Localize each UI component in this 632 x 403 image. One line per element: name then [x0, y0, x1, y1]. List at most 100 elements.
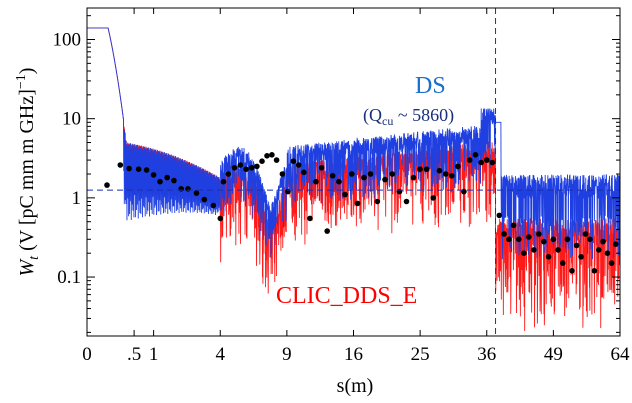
marker-point [264, 153, 270, 159]
marker-point [550, 236, 557, 243]
marker-point [578, 253, 584, 260]
marker-point [349, 171, 355, 177]
marker-points [104, 152, 619, 274]
marker-point [591, 268, 598, 274]
marker-point [193, 190, 200, 196]
y-tick-label: 0.1 [57, 267, 81, 288]
marker-point [243, 166, 249, 172]
marker-point [545, 253, 552, 260]
marker-point [313, 178, 319, 185]
marker-point [541, 238, 547, 245]
x-tick-label: 1 [149, 344, 159, 365]
marker-point [210, 202, 217, 209]
marker-point [269, 152, 275, 158]
y-tick-label: 100 [53, 30, 82, 51]
marker-point [117, 162, 124, 168]
marker-point [410, 174, 417, 181]
marker-point [531, 247, 537, 253]
x-tick-label: 9 [282, 344, 292, 365]
series-label-ds: DS [415, 73, 446, 99]
marker-point [455, 163, 461, 170]
marker-point [501, 231, 507, 237]
marker-point [273, 157, 280, 163]
marker-point [403, 198, 410, 205]
y-axis-label: Wt (V [pC mm m GHz]−1) [14, 68, 42, 277]
x-tick-label: 36 [477, 344, 496, 365]
marker-point [510, 222, 517, 229]
marker-point [367, 171, 374, 177]
marker-point [150, 172, 157, 178]
y-tick-label: 1 [72, 188, 82, 209]
marker-point [290, 158, 297, 164]
marker-point [295, 162, 302, 168]
marker-point [143, 167, 150, 173]
marker-point [231, 165, 238, 171]
y-tick-label: 10 [62, 109, 81, 130]
marker-point [436, 167, 443, 174]
marker-point [587, 236, 593, 243]
marker-point [217, 215, 224, 222]
x-axis: 0.5 1 4 9 16 25 36 49 64 [82, 8, 630, 365]
marker-point [506, 236, 512, 243]
marker-point [361, 174, 367, 181]
marker-point [254, 163, 260, 170]
marker-point [374, 198, 381, 205]
marker-point [329, 173, 336, 179]
marker-point [201, 196, 208, 203]
marker-point [608, 260, 615, 266]
marker-point [336, 178, 342, 185]
x-tick-label: 4 [216, 344, 226, 365]
marker-point [279, 171, 286, 177]
marker-point [185, 186, 191, 192]
marker-point [396, 188, 403, 195]
marker-point [596, 247, 602, 253]
quality-factor-annotation: (Qcu ~ 5860) [363, 105, 454, 128]
marker-point [248, 165, 255, 171]
marker-point [354, 200, 361, 207]
marker-point [157, 178, 163, 185]
marker-point [582, 231, 589, 237]
marker-point [259, 158, 265, 164]
plot-area [87, 8, 621, 336]
series-label-clic-dds-e: CLIC_DDS_E [276, 283, 417, 309]
x-tick-label: 0 [82, 344, 92, 365]
marker-point [484, 157, 490, 163]
marker-point [461, 188, 467, 195]
marker-point [382, 176, 388, 183]
marker-point [472, 152, 479, 158]
marker-point [600, 238, 606, 245]
marker-point [417, 166, 423, 172]
marker-point [225, 171, 232, 177]
reference-lines [87, 8, 620, 336]
marker-point [516, 236, 522, 243]
marker-point [443, 171, 449, 177]
marker-point [104, 182, 110, 188]
marker-point [237, 162, 244, 168]
marker-point [496, 212, 503, 219]
series-ds [87, 27, 621, 260]
marker-point [573, 242, 580, 249]
marker-point [389, 171, 396, 177]
marker-point [430, 195, 437, 201]
marker-point [489, 159, 496, 166]
marker-point [564, 236, 571, 243]
marker-point [178, 186, 184, 192]
marker-point [324, 228, 331, 234]
marker-point [521, 250, 527, 256]
marker-point [449, 173, 455, 179]
marker-point [126, 165, 132, 172]
y-axis: 0.1 1 10 100 [53, 15, 620, 333]
marker-point [164, 174, 170, 181]
marker-point [569, 268, 575, 274]
x-tick-label: 25 [411, 344, 430, 365]
marker-point [604, 250, 611, 256]
x-tick-label: 64 [611, 344, 631, 365]
marker-point [307, 215, 313, 222]
marker-point [560, 260, 566, 266]
marker-point [171, 177, 177, 184]
marker-point [301, 169, 307, 176]
marker-point [285, 188, 291, 195]
marker-point [555, 247, 561, 253]
x-tick-label: .5 [127, 344, 141, 365]
